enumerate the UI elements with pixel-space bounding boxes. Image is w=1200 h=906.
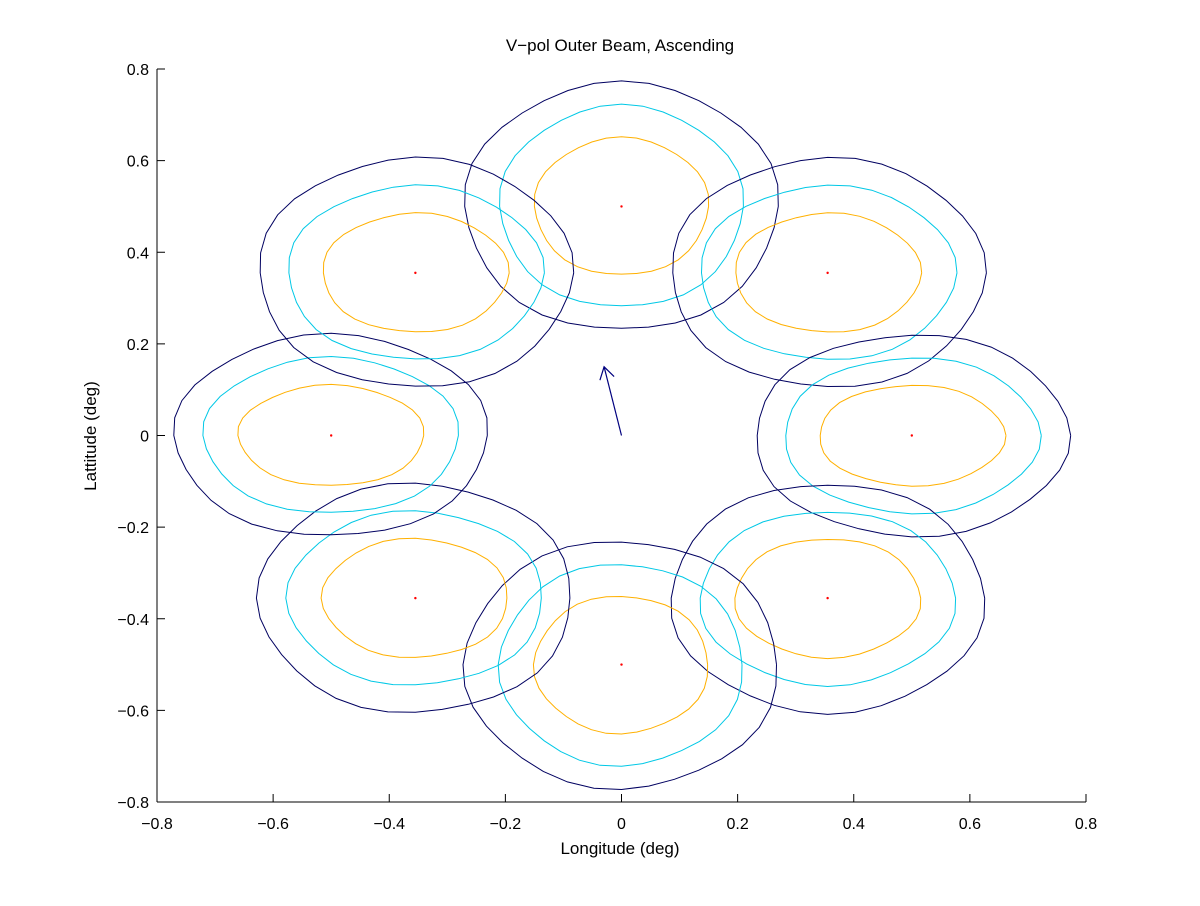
- beam-8-contour-1: [322, 212, 510, 333]
- beam-1-contour-2: [499, 103, 744, 307]
- x-tick-label: 0.8: [1075, 816, 1097, 833]
- beam-3-contour-2: [785, 357, 1042, 515]
- beam-2-contour-1: [735, 212, 923, 333]
- beam-4-center-marker: [826, 596, 829, 600]
- beam-7: [173, 332, 488, 536]
- beam-5-contour-3: [462, 541, 777, 791]
- x-tick-label: 0.2: [727, 816, 749, 833]
- beam-4-contour-3: [670, 484, 986, 715]
- y-tick-label: −0.8: [117, 795, 149, 812]
- beam-6-contour-1: [320, 537, 508, 658]
- x-tick-label: −0.2: [490, 816, 522, 833]
- beam-2: [672, 156, 987, 388]
- beam-1-contour-1: [533, 136, 710, 275]
- beam-5: [462, 541, 777, 791]
- beam-4-contour-2: [699, 511, 957, 688]
- beam-3: [756, 334, 1072, 538]
- beam-4-contour-1: [734, 538, 922, 660]
- y-axis-label: Lattitude (deg): [81, 381, 100, 491]
- y-tick-label: 0.8: [127, 62, 149, 79]
- x-tick-label: −0.8: [141, 816, 173, 833]
- beam-1: [464, 80, 779, 329]
- beam-7-contour-3: [173, 332, 488, 536]
- beam-6: [255, 482, 571, 713]
- beam-7-contour-2: [202, 355, 459, 513]
- beam-1-center-marker: [620, 205, 623, 208]
- y-tick-label: 0.2: [127, 337, 149, 354]
- beams-layer: [173, 80, 1072, 791]
- direction-arrow: [599, 365, 623, 436]
- beam-2-center-marker: [826, 271, 829, 275]
- beam-7-contour-1: [237, 383, 425, 486]
- axes: −0.8 −0.6 −0.4 −0.2 0 0.2 0.4 0.6 0.8 −0.8 −0.6 −0.…: [117, 62, 1097, 833]
- beam-5-contour-2: [497, 564, 743, 767]
- beam-4: [670, 484, 986, 715]
- beam-5-center-marker: [620, 663, 623, 666]
- beam-3-center-marker: [910, 434, 914, 437]
- arrow-shaft: [603, 366, 623, 436]
- beam-8-center-marker: [414, 271, 417, 275]
- beam-1-contour-3: [464, 80, 779, 329]
- x-tick-label: −0.4: [373, 816, 405, 833]
- y-tick-label: 0.4: [127, 245, 149, 262]
- beam-2-contour-3: [672, 156, 987, 388]
- beam-6-contour-2: [285, 510, 542, 686]
- beam-8-contour-2: [288, 184, 545, 360]
- arrow-head: [599, 365, 615, 381]
- beam-7-center-marker: [329, 434, 333, 437]
- x-axis-label: Longitude (deg): [560, 839, 679, 858]
- x-tick-label: −0.6: [257, 816, 289, 833]
- beam-5-contour-1: [532, 595, 709, 735]
- y-tick-label: 0.6: [127, 154, 149, 171]
- beam-8-contour-3: [259, 156, 575, 387]
- beam-6-center-marker: [414, 596, 417, 600]
- y-tick-label: −0.6: [117, 703, 149, 720]
- y-tick-label: −0.4: [117, 612, 149, 629]
- x-tick-label: 0.4: [843, 816, 865, 833]
- x-tick-label: 0.6: [959, 816, 981, 833]
- beam-2-contour-2: [700, 184, 958, 360]
- beam-8: [259, 156, 575, 387]
- beam-6-contour-3: [255, 482, 571, 713]
- chart-title: V−pol Outer Beam, Ascending: [506, 36, 734, 55]
- beam-3-contour-1: [819, 384, 1007, 487]
- x-tick-label: 0: [617, 816, 626, 833]
- beam-3-contour-3: [756, 334, 1072, 538]
- y-tick-label: −0.2: [117, 520, 149, 537]
- y-tick-label: 0: [140, 429, 149, 446]
